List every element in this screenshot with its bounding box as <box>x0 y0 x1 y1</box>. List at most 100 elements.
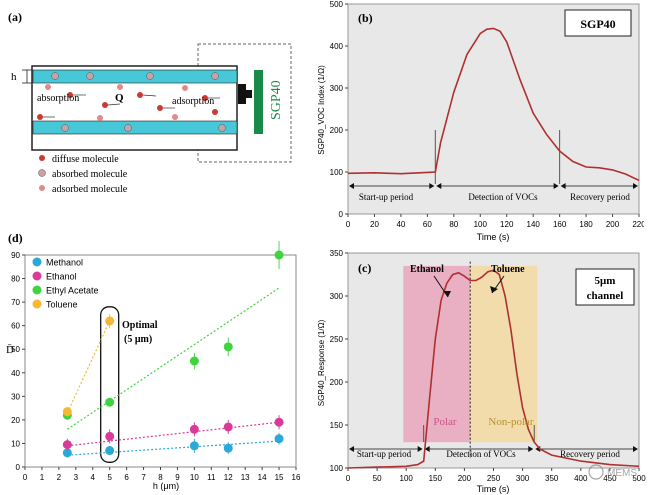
flow-q-label: Q <box>115 92 124 104</box>
c-ytick-label: 350 <box>330 249 344 258</box>
chart-d: (d) 0 1 2 3 4 5 6 7 8 9 10 11 12 13 14 15 16010203040506… <box>6 231 301 491</box>
d-xtick-label: 7 <box>141 473 146 482</box>
chart-b: (b) SGP40 0 20 40 60 80 100 120 140 160 180 200 220… <box>318 0 644 242</box>
polar-label: Polar <box>433 416 457 428</box>
d-ytick-label: 70 <box>11 298 20 307</box>
b-arrowhead <box>349 183 354 189</box>
b-ytick-label: 500 <box>330 0 344 9</box>
d-legend-label: Toluene <box>46 300 78 310</box>
b-ytick-label: 300 <box>330 84 344 93</box>
d-xtick-label: 8 <box>158 473 163 482</box>
c-arrowhead <box>528 446 534 452</box>
b-xtick-label: 220 <box>632 220 644 229</box>
b-period-detection: Detection of VOCs <box>468 192 538 202</box>
c-ytick-label: 300 <box>330 292 344 301</box>
c-xtick-label: 50 <box>373 474 382 483</box>
chart-b-ylabel: SGP40_VOC Index (1/Ω) <box>318 65 326 155</box>
c-ytick-label: 100 <box>330 464 344 473</box>
c-arrowhead <box>417 446 423 452</box>
optimal-label: Optimal <box>122 320 158 331</box>
c-arrowhead <box>349 446 354 452</box>
b-arrowhead <box>633 183 638 189</box>
d-point <box>223 342 233 352</box>
mems-watermark: MEMS <box>588 464 637 480</box>
d-xtick-label: 5 <box>107 473 112 482</box>
b-ytick-label: 200 <box>330 126 344 135</box>
b-arrowhead <box>436 183 442 189</box>
optimal-box <box>100 306 120 463</box>
d-xtick-label: 1 <box>40 473 45 482</box>
b-xtick-label: 100 <box>474 220 488 229</box>
b-xtick-label: 60 <box>423 220 432 229</box>
d-xtick-label: 6 <box>124 473 129 482</box>
c-series-line <box>347 269 640 469</box>
chart-b-plot-area <box>347 3 640 215</box>
c-xtick-label: 100 <box>400 474 414 483</box>
optimal-sublabel: (5 μm) <box>124 334 152 345</box>
d-legend-marker <box>32 271 42 281</box>
h-label: h <box>11 71 17 83</box>
sgp40-box <box>564 9 632 37</box>
d-ytick-label: 30 <box>11 392 20 401</box>
d-legend-marker <box>32 299 42 309</box>
d-xtick-label: 3 <box>74 473 79 482</box>
sensor-chip <box>238 84 246 104</box>
molecules <box>37 72 226 132</box>
legend-diffuse-marker <box>39 155 45 161</box>
b-series-line <box>347 27 640 182</box>
panel-c-label: (c) <box>358 261 371 275</box>
d-xtick-label: 12 <box>224 473 233 482</box>
d-point <box>62 448 72 458</box>
d-ytick-label: 80 <box>11 275 20 284</box>
chart-b-periods: Start-up period Detection of VOCs Recove… <box>359 192 630 202</box>
b-ytick-label: 0 <box>339 210 344 219</box>
ethanol-annotation: Ethanol <box>410 264 444 275</box>
d-point <box>223 422 233 432</box>
sgp40-box-label: SGP40 <box>580 17 615 31</box>
chart-d-plot-area <box>24 254 297 468</box>
absorption-label: absorption <box>37 93 79 104</box>
chart-c-ylabel: SGP40_Response (1/Ω) <box>318 319 326 406</box>
d-legend-label: Ethanol <box>46 272 77 282</box>
b-xtick-label: 120 <box>500 220 514 229</box>
c-xtick-label: 0 <box>346 474 351 483</box>
d-point <box>62 440 72 450</box>
sensor-label: SGP40 <box>269 80 284 120</box>
c-xtick-label: 200 <box>458 474 472 483</box>
d-trend-2 <box>67 287 280 430</box>
d-xtick-label: 0 <box>23 473 28 482</box>
d-legend-marker <box>32 285 42 295</box>
d-ytick-label: 0 <box>16 463 21 472</box>
d-ytick-label: 20 <box>11 416 20 425</box>
d-xtick-label: 10 <box>190 473 199 482</box>
d-xtick-label: 11 <box>207 473 216 482</box>
b-xtick-label: 80 <box>449 220 458 229</box>
d-xtick-label: 9 <box>175 473 180 482</box>
b-arrowhead <box>560 183 566 189</box>
c-xtick-label: 450 <box>603 474 617 483</box>
c-arrowhead <box>633 446 638 452</box>
d-point <box>105 397 115 407</box>
b-xtick-label: 140 <box>527 220 541 229</box>
legend-adsorbed-marker <box>39 185 45 191</box>
b-xtick-label: 20 <box>370 220 379 229</box>
d-trend-1 <box>67 421 280 447</box>
d-ytick-label: 40 <box>11 369 20 378</box>
b-period-startup: Start-up period <box>359 192 414 202</box>
c-ytick-label: 200 <box>330 378 344 387</box>
b-period-recovery: Recovery period <box>570 192 630 202</box>
nonpolar-band <box>470 265 538 443</box>
channel-top-wall <box>32 69 238 84</box>
toluene-annotation: Toluene <box>491 264 525 275</box>
channel-box-line2: channel <box>587 290 624 302</box>
d-point <box>274 417 284 427</box>
panel-b-label: (b) <box>358 11 373 25</box>
d-xtick-label: 13 <box>241 473 250 482</box>
b-ytick-label: 100 <box>330 168 344 177</box>
watermark-text: MEMS <box>607 468 637 479</box>
panel-a-legend: diffuse molecule absorbed molecule adsor… <box>38 154 128 195</box>
d-point <box>189 441 199 451</box>
nonpolar-label: Non-polar <box>488 416 534 428</box>
d-point <box>105 431 115 441</box>
d-point <box>189 424 199 434</box>
